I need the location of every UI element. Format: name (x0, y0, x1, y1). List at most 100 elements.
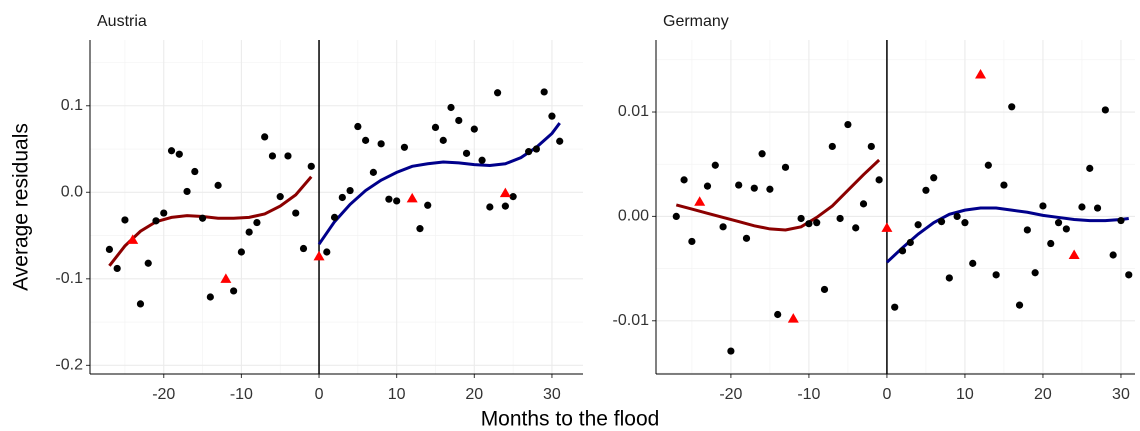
point (969, 259, 977, 267)
point (377, 140, 385, 148)
point (875, 176, 883, 184)
point (688, 237, 696, 246)
x-tick-label: 30 (543, 386, 561, 403)
x-tick-label: -10 (797, 386, 820, 403)
panel-title: Austria (97, 13, 147, 30)
point (742, 234, 751, 242)
point (136, 300, 145, 308)
point (206, 293, 214, 301)
point (167, 147, 176, 155)
point (299, 244, 308, 253)
y-tick-label: -0.01 (613, 312, 650, 329)
point (711, 161, 719, 169)
point (774, 310, 782, 319)
point (1093, 204, 1102, 212)
point (144, 259, 152, 267)
x-axis-label: Months to the flood (481, 408, 660, 431)
point (1125, 271, 1133, 279)
point (385, 195, 393, 203)
point (191, 167, 199, 176)
point (1117, 216, 1125, 225)
point (556, 137, 564, 145)
point (867, 142, 875, 151)
point (945, 274, 953, 282)
triangle-point (881, 222, 893, 232)
point (362, 136, 370, 144)
point (245, 228, 253, 236)
x-tick-label: 0 (315, 386, 324, 403)
point (891, 303, 899, 311)
point (984, 161, 992, 169)
point (750, 184, 758, 192)
point (859, 200, 868, 208)
point (121, 216, 129, 224)
point (113, 264, 121, 273)
point (509, 193, 517, 201)
x-tick-label: -20 (719, 386, 742, 403)
point (1054, 219, 1063, 227)
point (230, 287, 238, 295)
point (1109, 251, 1117, 259)
point (1000, 181, 1008, 189)
point (525, 148, 533, 156)
fit-curve (885, 206, 1129, 264)
point (330, 213, 339, 221)
point (346, 186, 354, 195)
point (766, 185, 774, 193)
point (672, 212, 680, 220)
triangle-point (499, 187, 511, 198)
point (253, 218, 261, 227)
point (105, 245, 114, 253)
fit-curve (675, 158, 881, 232)
point (1047, 239, 1055, 248)
point (369, 168, 377, 176)
point (898, 247, 907, 255)
point (1086, 164, 1094, 172)
point (261, 133, 269, 141)
triangle-point (313, 250, 325, 261)
y-axis-label: Average residuals (10, 123, 33, 291)
point (914, 221, 922, 229)
point (540, 88, 548, 96)
point (439, 136, 447, 144)
point (937, 218, 946, 226)
x-tick-label: -10 (230, 386, 253, 403)
point (1031, 269, 1039, 277)
point (455, 116, 463, 125)
y-tick-label: 0.00 (618, 208, 649, 225)
point (930, 174, 938, 182)
point (852, 224, 860, 232)
x-tick-label: 30 (1112, 386, 1130, 403)
point (735, 181, 743, 189)
point (152, 217, 160, 225)
triangle-point (1068, 249, 1080, 260)
point (393, 197, 401, 205)
point (486, 203, 494, 211)
point (424, 201, 432, 209)
point (813, 219, 821, 227)
point (214, 181, 222, 189)
point (961, 219, 969, 227)
triangle-point (694, 196, 706, 206)
point (719, 223, 727, 231)
point (1023, 226, 1031, 234)
x-tick-label: 10 (956, 386, 974, 403)
x-tick-label: -20 (152, 386, 175, 403)
panel-title: Germany (663, 13, 729, 30)
point (953, 212, 961, 220)
y-tick-label: -0.1 (55, 270, 83, 287)
x-tick-label: 20 (465, 386, 483, 403)
point (416, 225, 424, 233)
point (268, 152, 277, 160)
triangle-point (406, 192, 418, 203)
point (727, 347, 735, 355)
point (175, 150, 183, 158)
point (781, 163, 790, 171)
point (447, 103, 455, 112)
point (493, 89, 502, 97)
point (680, 176, 688, 184)
point (338, 193, 346, 202)
point (160, 209, 168, 217)
point (462, 149, 471, 157)
